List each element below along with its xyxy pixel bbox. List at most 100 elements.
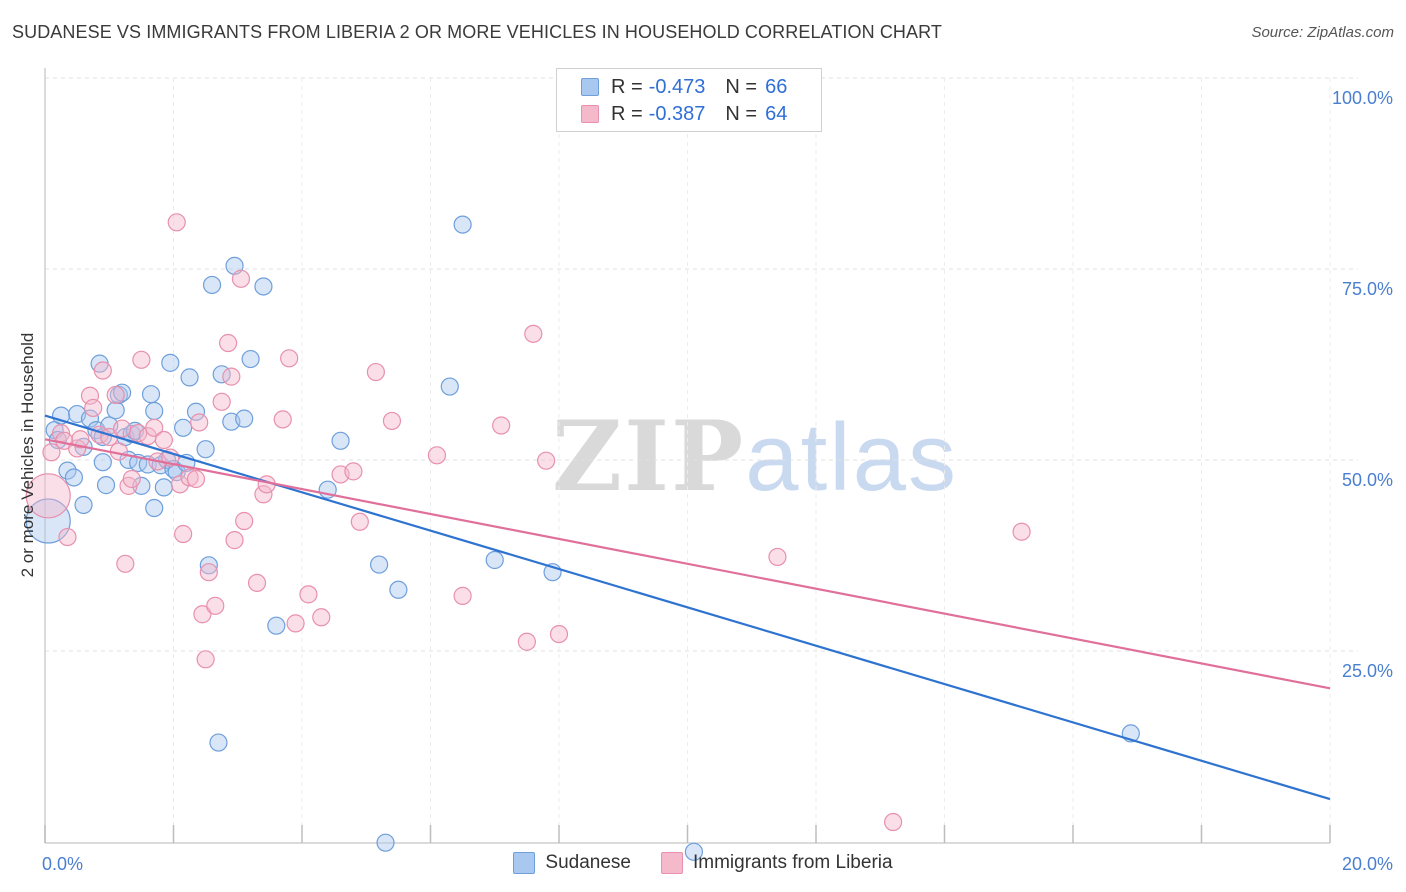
chart-title: SUDANESE VS IMMIGRANTS FROM LIBERIA 2 OR… <box>12 22 942 42</box>
y-tick-label: 50.0% <box>1342 470 1393 490</box>
sudanese-point <box>74 495 93 515</box>
liberia-point <box>167 213 186 232</box>
liberia-point <box>42 443 61 462</box>
sudanese-point <box>440 377 459 396</box>
legend-n-label: N = <box>725 102 758 125</box>
liberia-point <box>71 430 90 449</box>
liberia-point <box>174 524 193 544</box>
legend-row-liberia: R = -0.387 N = 64 <box>581 101 807 127</box>
sudanese-point <box>209 733 228 752</box>
liberia-point <box>186 469 206 489</box>
sudanese-point <box>196 440 215 459</box>
liberia-point <box>154 430 173 450</box>
sudanese-point <box>154 478 173 497</box>
sudanese-point <box>93 453 112 472</box>
liberia-point <box>382 411 402 431</box>
liberia-point <box>1012 522 1031 541</box>
sudanese-point <box>96 476 116 495</box>
sudanese-point <box>145 498 164 518</box>
liberia-point <box>222 367 241 386</box>
liberia-point <box>273 410 292 429</box>
x-tick-label: 20.0% <box>1342 854 1393 874</box>
liberia-point <box>25 473 71 519</box>
sudanese-point <box>106 401 125 420</box>
watermark-atlas: atlas <box>745 404 958 511</box>
sudanese-point <box>485 550 504 570</box>
liberia-point <box>344 462 363 481</box>
sudanese-point <box>186 402 206 421</box>
sudanese-point <box>141 385 161 404</box>
liberia-point <box>84 398 103 418</box>
liberia-point <box>427 446 447 465</box>
legend-swatch-liberia <box>581 105 599 123</box>
liberia-point <box>299 585 318 604</box>
liberia-point <box>235 511 254 531</box>
sudanese-point <box>235 409 254 428</box>
legend-n-value: 64 <box>765 102 788 125</box>
sudanese-point <box>161 353 180 372</box>
legend-swatch-sudanese <box>513 852 536 874</box>
liberia-point <box>537 451 556 470</box>
legend-label-sudanese: Sudanese <box>545 852 631 873</box>
liberia-point <box>93 361 112 380</box>
liberia-point <box>524 324 543 343</box>
y-axis-label: 2 or more Vehicles in Household <box>18 332 37 578</box>
sudanese-point <box>174 418 193 437</box>
liberia-trend-line <box>44 438 1331 690</box>
sudanese-point <box>132 476 151 495</box>
sudanese-point <box>254 277 273 296</box>
liberia-point <box>517 632 536 651</box>
legend-r-value: -0.473 <box>648 75 706 98</box>
sudanese-point <box>389 580 408 599</box>
liberia-point <box>366 362 385 382</box>
sudanese-point <box>202 275 222 295</box>
liberia-point <box>549 624 569 644</box>
series-legend: Sudanese Immigrants from Liberia <box>0 852 1406 874</box>
liberia-point <box>106 385 125 405</box>
liberia-point <box>132 350 151 369</box>
y-tick-label: 100.0% <box>1332 88 1393 108</box>
legend-n-label: N = <box>725 75 758 98</box>
liberia-point <box>112 419 132 438</box>
legend-label-liberia: Immigrants from Liberia <box>693 852 893 873</box>
legend-r-value: -0.387 <box>648 102 706 125</box>
liberia-point <box>247 573 267 593</box>
y-tick-label: 25.0% <box>1342 661 1393 681</box>
liberia-point <box>122 469 141 489</box>
source-label: Source: ZipAtlas.com <box>1251 24 1394 41</box>
sudanese-point <box>64 468 84 487</box>
liberia-point <box>116 554 135 573</box>
legend-r-label: R = <box>611 102 643 125</box>
liberia-point <box>286 614 305 633</box>
liberia-point <box>280 349 299 368</box>
legend-row-sudanese: R = -0.473 N = 66 <box>581 74 807 100</box>
sudanese-trend-line <box>44 414 1331 801</box>
sudanese-point <box>25 498 71 544</box>
sudanese-point <box>93 427 112 447</box>
sudanese-point <box>58 461 77 480</box>
liberia-point <box>768 547 787 567</box>
legend-n-value: 66 <box>765 75 788 98</box>
sudanese-point <box>199 556 218 575</box>
legend-item-liberia[interactable]: Immigrants from Liberia <box>661 852 893 874</box>
x-tick-label: 0.0% <box>42 854 83 874</box>
liberia-point <box>350 512 369 531</box>
sudanese-point <box>241 349 260 369</box>
y-tick-label: 75.0% <box>1342 279 1393 299</box>
legend-item-sudanese[interactable]: Sudanese <box>513 852 631 874</box>
legend-r-label: R = <box>611 75 643 98</box>
liberia-point <box>180 468 199 487</box>
liberia-point <box>58 527 77 547</box>
liberia-point <box>199 563 218 582</box>
sudanese-point <box>370 555 389 574</box>
legend-swatch-sudanese <box>581 78 599 96</box>
liberia-point <box>492 416 511 435</box>
watermark: ZIPatlas <box>552 400 958 513</box>
sudanese-point <box>684 842 704 861</box>
liberia-point <box>231 269 251 288</box>
liberia-point <box>190 413 209 432</box>
sudanese-point <box>80 409 100 428</box>
sudanese-point <box>331 431 350 450</box>
liberia-point <box>170 475 190 494</box>
